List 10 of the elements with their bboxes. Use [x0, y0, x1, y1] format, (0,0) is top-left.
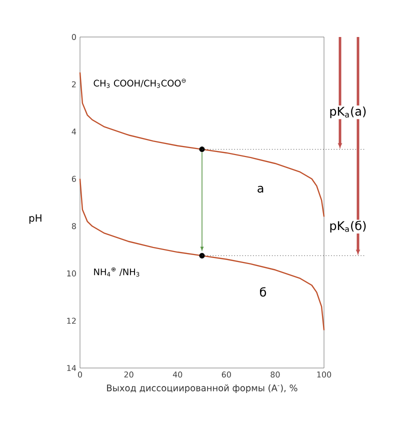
line-series	[79, 178, 325, 331]
x-axis-title: Выход диссоциированной формы (A$^{-}$), %	[107, 384, 298, 394]
line-series	[79, 72, 325, 218]
annotation: a	[258, 186, 264, 193]
series-label: CH$_{3}$ COOH/CH$_{3}$COO$^{⊖}$	[94, 78, 186, 88]
ref-line-label: pK$_{a}$(a)	[330, 106, 366, 118]
text: NH$_{4}$$^{⊕}$ /NH$_{3}$	[94, 267, 140, 277]
ref-line-label: pK$_{a}$(б)	[330, 220, 366, 232]
y-axis-title: pH	[29, 214, 42, 224]
annotation: б	[260, 287, 266, 297]
